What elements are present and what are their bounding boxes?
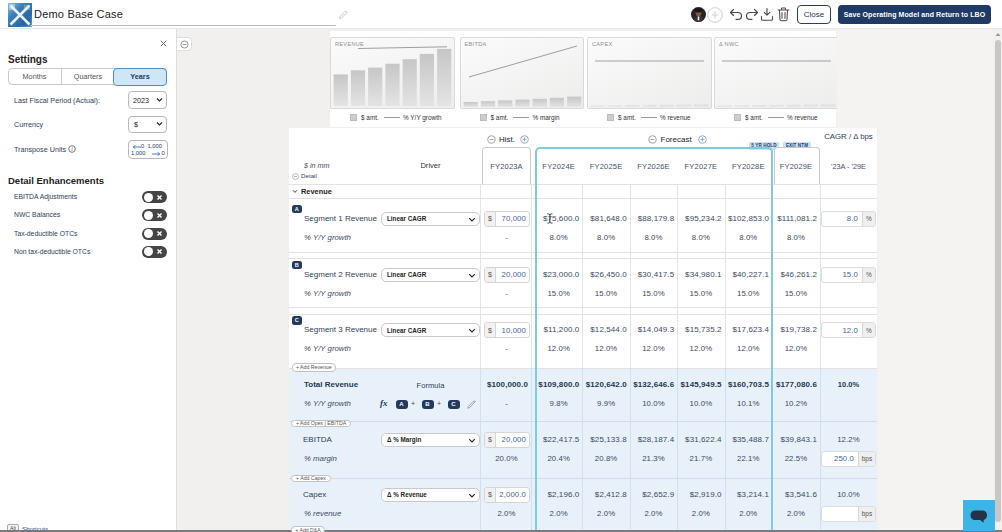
svg-text:i: i <box>71 146 73 152</box>
